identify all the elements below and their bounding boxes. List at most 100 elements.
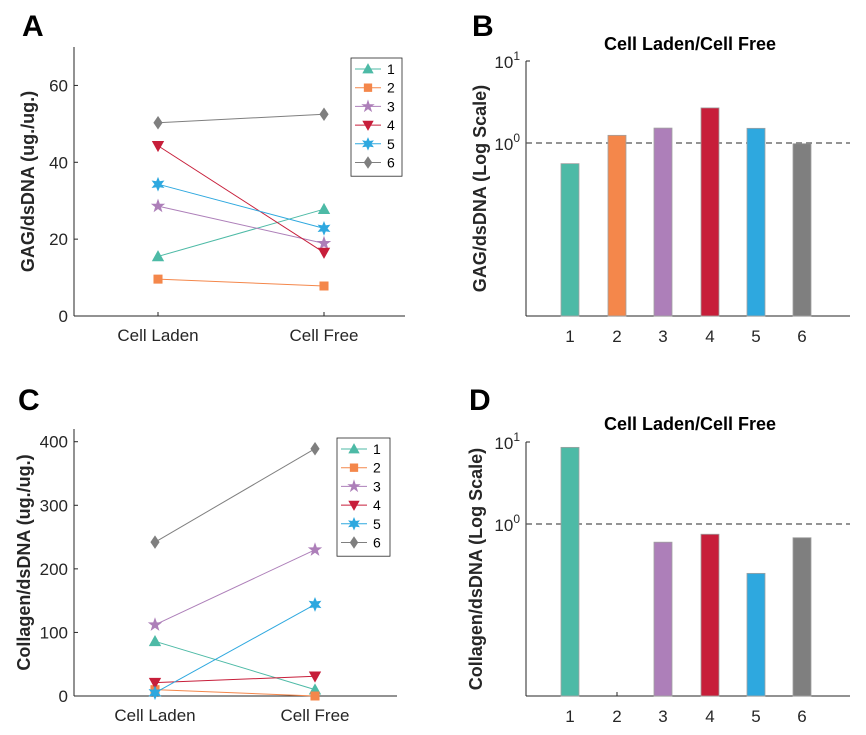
series-3	[147, 542, 323, 631]
series-5	[151, 176, 331, 236]
legend-label: 6	[373, 535, 381, 551]
legend-marker	[362, 137, 374, 151]
series-5	[148, 597, 322, 701]
series-line	[157, 278, 325, 287]
x-tick-label: Cell Free	[290, 326, 359, 345]
legend-label: 4	[373, 497, 381, 513]
legend-marker	[348, 516, 360, 531]
legend-marker	[363, 156, 373, 169]
y-tick-label: 200	[40, 560, 68, 579]
data-point	[316, 235, 332, 250]
x-tick-label: 1	[565, 327, 574, 346]
bar-6	[792, 143, 812, 317]
x-tick-label: 4	[705, 327, 714, 346]
series-line	[157, 145, 325, 254]
series-line	[154, 549, 316, 626]
legend: 1 2 3 4 5 6	[336, 437, 391, 557]
series-line	[157, 205, 325, 244]
data-point	[148, 635, 162, 647]
series-6	[150, 441, 320, 549]
data-point	[150, 535, 160, 549]
legend-label: 3	[387, 98, 395, 114]
series-3	[150, 198, 332, 250]
x-tick-label: 3	[658, 707, 667, 726]
series-2	[150, 685, 320, 701]
bar-3	[653, 127, 673, 317]
legend-box	[336, 437, 391, 557]
legend-marker	[361, 99, 375, 113]
x-tick-label: Cell Laden	[117, 326, 198, 345]
legend-marker	[348, 443, 360, 454]
x-tick-label: 3	[658, 327, 667, 346]
y-axis-label: GAG/dsDNA (ug./ug.)	[18, 91, 38, 272]
bar-1	[560, 446, 580, 697]
legend-label: 5	[387, 136, 395, 152]
y-tick-label: 40	[49, 153, 68, 172]
panel-letter: B	[472, 10, 494, 43]
legend-marker	[363, 83, 373, 92]
legend: 1 2 3 4 5 6	[350, 57, 403, 177]
x-tick-label: 6	[797, 707, 806, 726]
data-point	[153, 115, 163, 130]
data-point	[151, 250, 165, 262]
y-axis-label: Collagen/dsDNA (ug./ug.)	[14, 454, 34, 670]
x-tick-label: 2	[612, 327, 621, 346]
y-tick-label: 0	[59, 307, 68, 326]
bar-2	[607, 134, 627, 317]
chart-title: Cell Laden/Cell Free	[604, 34, 776, 54]
x-tick-label: 4	[705, 707, 714, 726]
bar-4	[700, 533, 720, 697]
data-point	[319, 107, 329, 122]
panel-letter: C	[18, 384, 40, 417]
y-tick-label: 101	[494, 430, 520, 453]
data-point	[308, 671, 322, 683]
y-axis-label: Collagen/dsDNA (Log Scale)	[466, 448, 486, 690]
data-point	[319, 281, 329, 291]
data-point	[151, 140, 165, 153]
series-4	[151, 140, 331, 259]
data-point	[153, 274, 163, 284]
data-point	[151, 176, 165, 192]
y-tick-label: 300	[40, 496, 68, 515]
bar-5	[746, 572, 766, 697]
chart-title: Cell Laden/Cell Free	[604, 414, 776, 434]
legend-label: 1	[387, 61, 395, 77]
y-tick-label: 101	[494, 49, 520, 72]
series-line	[157, 183, 325, 229]
bar-3	[653, 541, 673, 697]
legend-marker	[347, 479, 361, 493]
series-6	[153, 107, 329, 130]
data-point	[310, 691, 320, 701]
data-point	[317, 247, 331, 259]
series-line	[154, 448, 316, 543]
bar-4	[700, 107, 720, 317]
series-2	[153, 274, 329, 291]
series-line	[154, 675, 316, 684]
legend-label: 3	[373, 478, 381, 494]
x-tick-label: 6	[797, 327, 806, 346]
y-tick-label: 100	[494, 131, 520, 154]
legend-label: 4	[387, 117, 395, 133]
x-tick-label: Cell Free	[281, 706, 350, 725]
y-axis-label: GAG/dsDNA (Log Scale)	[470, 85, 490, 292]
data-point	[307, 542, 323, 556]
series-4	[148, 671, 322, 689]
legend-label: 6	[387, 155, 395, 171]
panel-letter: D	[469, 384, 491, 417]
y-tick-label: 0	[59, 687, 68, 706]
legend-marker	[349, 463, 359, 472]
y-tick-label: 60	[49, 76, 68, 95]
series-line	[157, 113, 325, 124]
panel-c: C 0 100 200 300 400 Cell Laden Cell Free Collage…	[14, 384, 397, 725]
y-tick-label: 100	[40, 623, 68, 642]
data-point	[308, 597, 322, 612]
y-tick-label: 20	[49, 230, 68, 249]
legend-marker	[362, 63, 374, 74]
x-tick-label: Cell Laden	[114, 706, 195, 725]
x-tick-label: 5	[751, 327, 760, 346]
panel-a: A 0 20 40 60 Cell Laden Cell Free GAG/dsDNA (ug…	[18, 10, 405, 345]
x-tick-label: 2	[612, 707, 621, 726]
data-point	[150, 198, 166, 213]
x-tick-label: 5	[751, 707, 760, 726]
legend-marker	[362, 120, 374, 131]
